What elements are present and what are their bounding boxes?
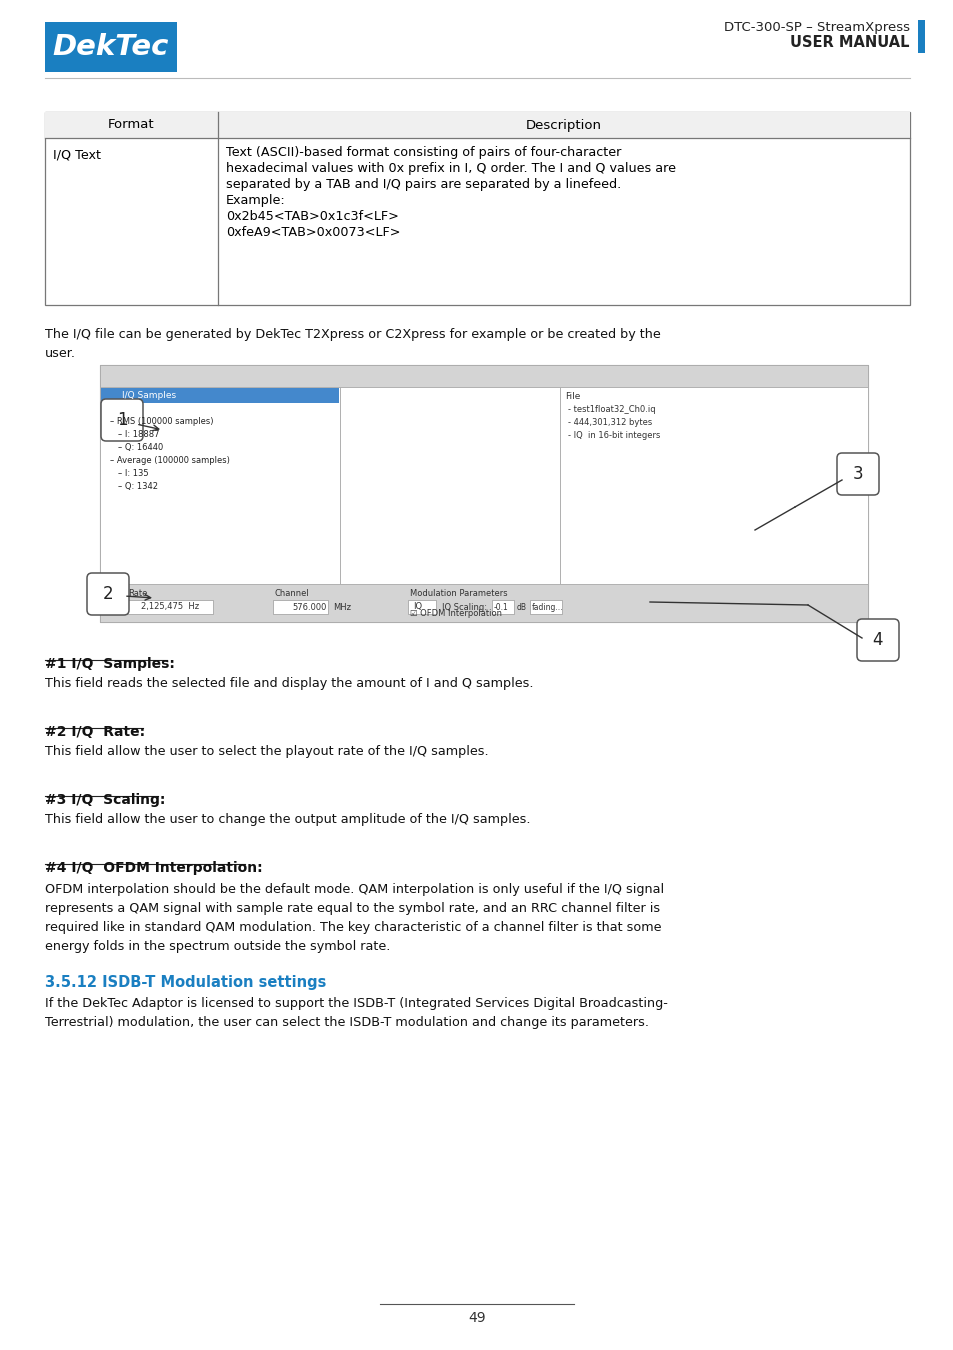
Text: #2 I/Q  Rate:: #2 I/Q Rate: <box>45 725 145 738</box>
Text: IQ: IQ <box>413 602 421 612</box>
Text: File: File <box>564 392 579 401</box>
Bar <box>339 387 559 585</box>
Text: user.: user. <box>45 347 76 360</box>
Text: If the DekTec Adaptor is licensed to support the ISDB-T (Integrated Services Dig: If the DekTec Adaptor is licensed to sup… <box>45 998 667 1010</box>
Text: The I/Q file can be generated by DekTec T2Xpress or C2Xpress for example or be c: The I/Q file can be generated by DekTec … <box>45 328 660 342</box>
Text: - 444,301,312 bytes: - 444,301,312 bytes <box>567 418 652 427</box>
Text: 49: 49 <box>468 1311 485 1324</box>
FancyBboxPatch shape <box>856 620 898 661</box>
Text: – I: 18887: – I: 18887 <box>118 431 159 439</box>
Text: 2,125,475  Hz: 2,125,475 Hz <box>141 602 199 612</box>
Text: Channel: Channel <box>274 589 310 598</box>
Text: energy folds in the spectrum outside the symbol rate.: energy folds in the spectrum outside the… <box>45 940 390 953</box>
Text: – I: 135: – I: 135 <box>118 468 149 478</box>
Text: - IQ  in 16-bit integers: - IQ in 16-bit integers <box>567 431 659 440</box>
Text: #3 I/Q  Scaling:: #3 I/Q Scaling: <box>45 792 165 807</box>
Text: dB: dB <box>517 602 526 612</box>
Bar <box>100 585 867 622</box>
Text: This field reads the selected file and display the amount of I and Q samples.: This field reads the selected file and d… <box>45 676 533 690</box>
Text: 0xfeA9<TAB>0x0073<LF>: 0xfeA9<TAB>0x0073<LF> <box>226 225 400 239</box>
Text: #1 I/Q  Samples:: #1 I/Q Samples: <box>45 657 174 671</box>
Text: 2: 2 <box>103 585 113 603</box>
Bar <box>559 387 867 585</box>
Text: USER MANUAL: USER MANUAL <box>790 35 909 50</box>
Bar <box>100 387 339 585</box>
Text: Example:: Example: <box>226 194 286 207</box>
Text: 1: 1 <box>116 410 127 429</box>
Text: DekTec: DekTec <box>52 32 169 61</box>
Bar <box>100 364 867 387</box>
Text: separated by a TAB and I/Q pairs are separated by a linefeed.: separated by a TAB and I/Q pairs are sep… <box>226 178 620 190</box>
Bar <box>125 599 213 614</box>
Text: 3.5.12 ISDB-T Modulation settings: 3.5.12 ISDB-T Modulation settings <box>45 975 326 990</box>
FancyBboxPatch shape <box>87 572 129 616</box>
Text: – RMS (100000 samples): – RMS (100000 samples) <box>110 417 213 427</box>
Text: 0x2b45<TAB>0x1c3f<LF>: 0x2b45<TAB>0x1c3f<LF> <box>226 211 398 223</box>
Text: Terrestrial) modulation, the user can select the ISDB-T modulation and change it: Terrestrial) modulation, the user can se… <box>45 1017 648 1029</box>
Bar <box>100 364 867 622</box>
Text: MHz: MHz <box>333 602 351 612</box>
Bar <box>273 599 328 614</box>
Text: fading...: fading... <box>532 602 563 612</box>
Bar <box>45 112 909 138</box>
Text: Modulation Parameters: Modulation Parameters <box>410 589 507 598</box>
Text: 4: 4 <box>872 630 882 649</box>
Text: – Q: 1342: – Q: 1342 <box>118 482 158 491</box>
Text: – Average (100000 samples): – Average (100000 samples) <box>110 456 230 464</box>
Text: Format: Format <box>108 119 154 131</box>
Text: Text (ASCII)-based format consisting of pairs of four-character: Text (ASCII)-based format consisting of … <box>226 146 620 159</box>
Text: DTC-300-SP – StreamXpress: DTC-300-SP – StreamXpress <box>723 22 909 34</box>
Text: I/Q Samples: I/Q Samples <box>122 392 176 400</box>
Text: ☑ OFDM Interpolation: ☑ OFDM Interpolation <box>410 609 501 617</box>
Bar <box>101 387 338 404</box>
Bar <box>45 112 909 305</box>
Text: This field allow the user to select the playout rate of the I/Q samples.: This field allow the user to select the … <box>45 745 488 757</box>
Text: OFDM interpolation should be the default mode. QAM interpolation is only useful : OFDM interpolation should be the default… <box>45 883 663 896</box>
Text: – Q: 16440: – Q: 16440 <box>118 443 163 452</box>
Bar <box>917 20 924 53</box>
FancyBboxPatch shape <box>101 400 143 441</box>
Bar <box>408 599 436 614</box>
Text: Description: Description <box>525 119 601 131</box>
Text: #4 I/Q  OFDM Interpolation:: #4 I/Q OFDM Interpolation: <box>45 861 262 875</box>
Text: Rate: Rate <box>128 589 147 598</box>
Text: hexadecimal values with 0x prefix in I, Q order. The I and Q values are: hexadecimal values with 0x prefix in I, … <box>226 162 676 176</box>
Text: -0.1: -0.1 <box>494 602 508 612</box>
Text: This field allow the user to change the output amplitude of the I/Q samples.: This field allow the user to change the … <box>45 813 530 826</box>
Bar <box>492 599 514 614</box>
Text: IQ Scaling:: IQ Scaling: <box>441 602 486 612</box>
Text: - test1float32_Ch0.iq: - test1float32_Ch0.iq <box>567 405 655 414</box>
FancyBboxPatch shape <box>45 22 177 72</box>
FancyBboxPatch shape <box>836 454 878 495</box>
Bar <box>530 599 561 614</box>
Text: required like in standard QAM modulation. The key characteristic of a channel fi: required like in standard QAM modulation… <box>45 921 660 934</box>
Text: 3: 3 <box>852 464 862 483</box>
Text: 576.000: 576.000 <box>292 602 326 612</box>
Text: represents a QAM signal with sample rate equal to the symbol rate, and an RRC ch: represents a QAM signal with sample rate… <box>45 902 659 915</box>
Text: I/Q Text: I/Q Text <box>53 148 101 161</box>
